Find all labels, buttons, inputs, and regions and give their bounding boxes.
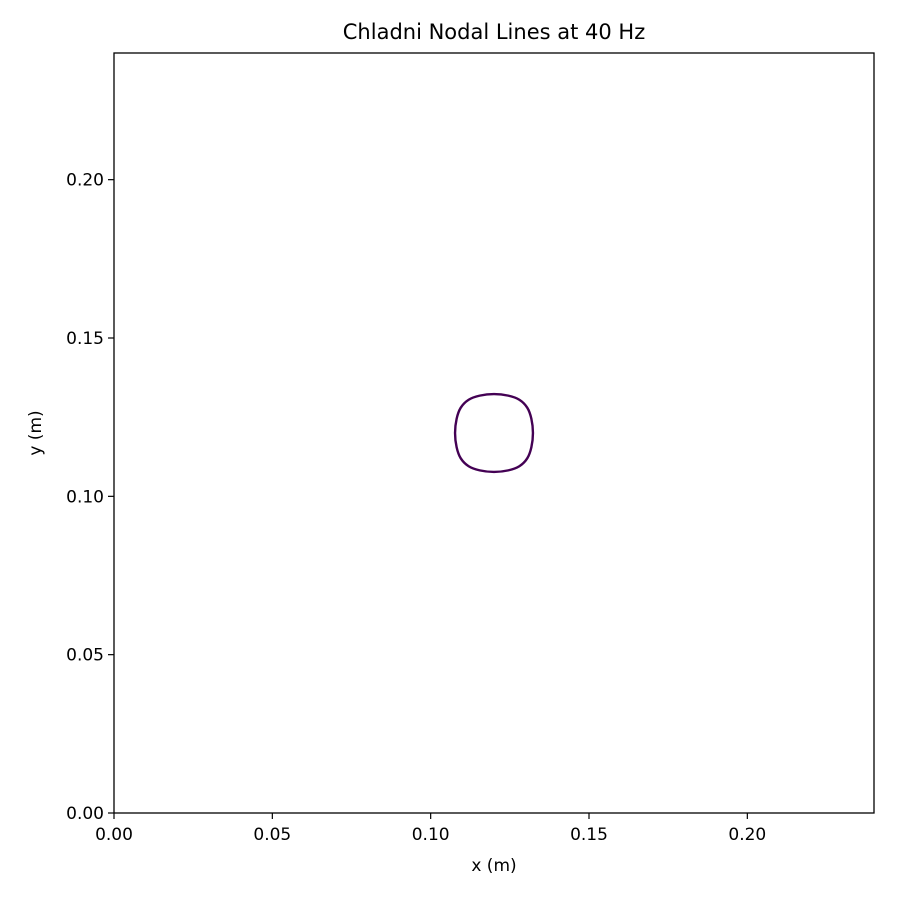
nodal-lines	[453, 392, 535, 474]
x-tick-label: 0.10	[412, 825, 450, 845]
plot-area-frame	[113, 52, 875, 814]
y-axis-ticks: 0.00 0.05 0.10 0.15 0.20	[66, 171, 114, 824]
x-axis-label: x (m)	[471, 856, 516, 876]
x-tick-label: 0.05	[253, 825, 291, 845]
y-axis-label: y (m)	[26, 410, 46, 455]
x-tick-label: 0.00	[95, 825, 133, 845]
y-tick-label: 0.10	[66, 487, 104, 507]
chart-title: Chladni Nodal Lines at 40 Hz	[343, 20, 645, 44]
y-tick-label: 0.15	[66, 329, 104, 349]
y-tick-label: 0.00	[66, 804, 104, 824]
nodal-line	[453, 392, 535, 474]
y-tick-label: 0.20	[66, 171, 104, 191]
x-tick-label: 0.15	[570, 825, 608, 845]
y-tick-label: 0.05	[66, 646, 104, 666]
x-axis-ticks: 0.00 0.05 0.10 0.15 0.20	[95, 813, 766, 845]
x-tick-label: 0.20	[728, 825, 766, 845]
